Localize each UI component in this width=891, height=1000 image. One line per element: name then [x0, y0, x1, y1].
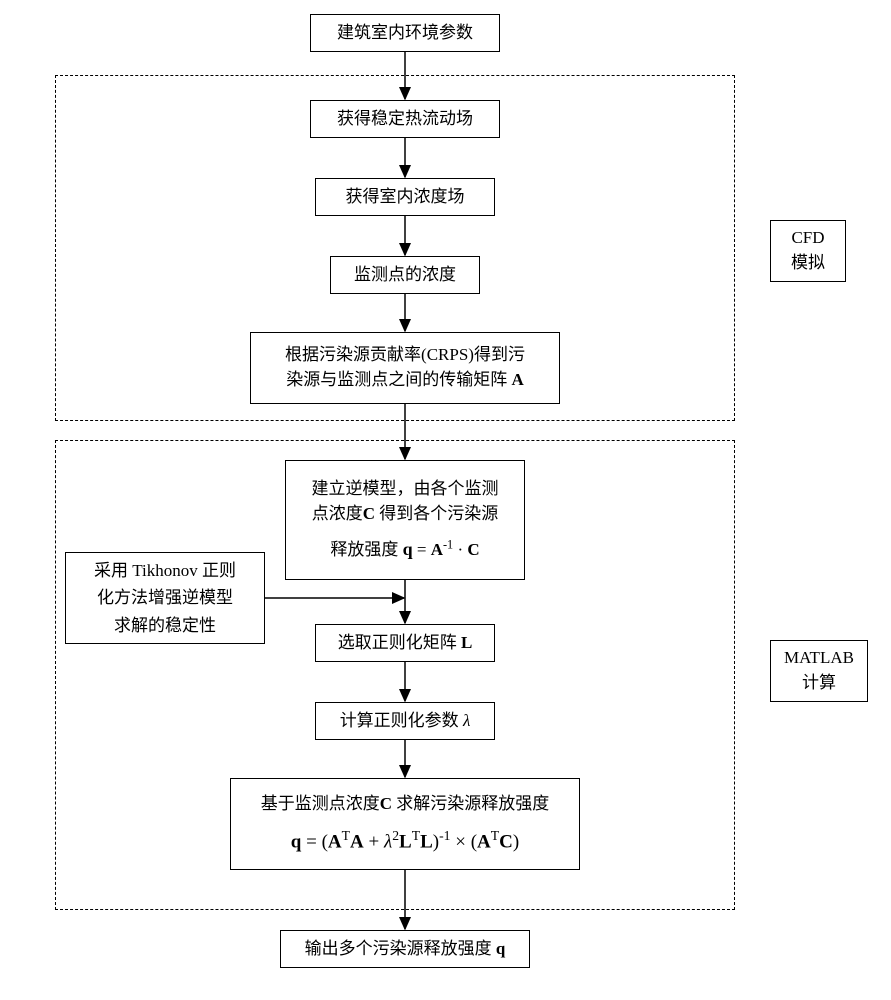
- node-concentration-field-text: 获得室内浓度场: [346, 185, 465, 210]
- node-solve-q-l1: 基于监测点浓度C 求解污染源释放强度: [261, 792, 550, 817]
- node-input-params: 建筑室内环境参数: [310, 14, 500, 52]
- label-cfd-line1: CFD: [791, 226, 825, 251]
- label-cfd: CFD 模拟: [770, 220, 846, 282]
- node-concentration-field: 获得室内浓度场: [315, 178, 495, 216]
- node-tikhonov-l1: 采用 Tikhonov 正则: [94, 557, 236, 584]
- node-transport-matrix-l1: 根据污染源贡献率(CRPS)得到污: [285, 343, 525, 368]
- node-output-q: 输出多个污染源释放强度 q: [280, 930, 530, 968]
- node-solve-q-eqn: q = (ATA + λ2LTL)-1 × (ATC): [261, 826, 550, 856]
- node-tikhonov-l2: 化方法增强逆模型: [94, 584, 236, 611]
- node-transport-matrix-l2: 染源与监测点之间的传输矩阵 A: [285, 368, 525, 393]
- node-transport-matrix: 根据污染源贡献率(CRPS)得到污 染源与监测点之间的传输矩阵 A: [250, 332, 560, 404]
- node-input-params-text: 建筑室内环境参数: [337, 21, 473, 46]
- node-select-L: 选取正则化矩阵 L: [315, 624, 495, 662]
- node-tikhonov-l3: 求解的稳定性: [94, 612, 236, 639]
- label-matlab-line1: MATLAB: [784, 646, 854, 671]
- label-cfd-line2: 模拟: [791, 251, 825, 276]
- node-tikhonov: 采用 Tikhonov 正则 化方法增强逆模型 求解的稳定性: [65, 552, 265, 644]
- node-monitor-concentration: 监测点的浓度: [330, 256, 480, 294]
- node-inverse-model-l1: 建立逆模型，由各个监测: [312, 477, 499, 502]
- node-inverse-model-eqn: 释放强度 q = A-1 · C: [312, 536, 499, 563]
- node-compute-lambda: 计算正则化参数 λ: [315, 702, 495, 740]
- node-thermal-field-text: 获得稳定热流动场: [337, 107, 473, 132]
- label-matlab-line2: 计算: [784, 671, 854, 696]
- node-solve-q: 基于监测点浓度C 求解污染源释放强度 q = (ATA + λ2LTL)-1 ×…: [230, 778, 580, 870]
- node-inverse-model-l2: 点浓度C 得到各个污染源: [312, 502, 499, 527]
- label-matlab: MATLAB 计算: [770, 640, 868, 702]
- node-monitor-concentration-text: 监测点的浓度: [354, 263, 456, 288]
- node-thermal-field: 获得稳定热流动场: [310, 100, 500, 138]
- node-inverse-model: 建立逆模型，由各个监测 点浓度C 得到各个污染源 释放强度 q = A-1 · …: [285, 460, 525, 580]
